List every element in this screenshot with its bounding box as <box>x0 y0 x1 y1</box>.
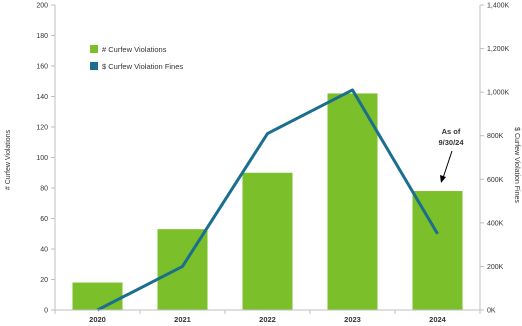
bar-2023 <box>327 93 378 310</box>
right-axis-title: $ Curfew Violation Fines <box>513 127 520 203</box>
left-tick-label: 20 <box>40 277 48 284</box>
left-tick-label: 180 <box>36 33 48 40</box>
right-tick-label: 200K <box>487 264 504 271</box>
left-tick-label: 80 <box>40 186 48 193</box>
annotation-as-of: As of 9/30/24 <box>438 127 464 183</box>
right-tick-label: 1,200K <box>487 46 510 53</box>
annotation-line-1: As of <box>442 127 461 136</box>
legend: # Curfew Violations $ Curfew Violation F… <box>90 45 183 71</box>
legend-label-fines: $ Curfew Violation Fines <box>102 62 183 71</box>
x-axis: 2020 2021 2022 2023 2024 <box>54 309 481 324</box>
x-tick-label: 2024 <box>429 315 447 324</box>
left-tick-label: 120 <box>36 125 48 132</box>
left-tick-label: 0 <box>44 308 48 315</box>
left-axis: 0 20 40 60 80 100 120 140 160 180 200 <box>36 3 56 315</box>
right-axis: 0K 200K 400K 600K 800K 1,000K 1,200K 1,400K <box>479 3 510 315</box>
legend-swatch-violations <box>90 45 98 53</box>
bar-series <box>72 93 463 310</box>
x-tick-label: 2020 <box>89 315 106 324</box>
x-tick-label: 2023 <box>344 315 361 324</box>
annotation-arrowhead <box>440 175 446 183</box>
annotation-line-2: 9/30/24 <box>438 138 464 147</box>
left-tick-label: 200 <box>36 3 48 10</box>
left-tick-label: 100 <box>36 155 48 162</box>
right-tick-label: 400K <box>487 220 504 227</box>
annotation-arrow <box>442 150 453 179</box>
left-axis-title: # Curfew Violations <box>5 129 12 190</box>
left-tick-label: 160 <box>36 64 48 71</box>
x-tick-label: 2022 <box>259 315 276 324</box>
x-tick-label: 2021 <box>174 315 191 324</box>
fines-point-2023 <box>352 89 353 91</box>
right-tick-label: 0K <box>487 308 496 315</box>
bar-2020 <box>72 282 123 310</box>
left-tick-label: 40 <box>40 247 48 254</box>
bar-2022 <box>242 172 293 310</box>
right-tick-label: 1,400K <box>487 3 510 10</box>
fines-point-2021 <box>182 265 183 267</box>
right-tick-label: 600K <box>487 177 504 184</box>
fines-point-2022 <box>267 133 268 135</box>
bar-2024 <box>412 191 463 310</box>
fines-point-2024 <box>437 233 438 235</box>
left-tick-label: 140 <box>36 94 48 101</box>
legend-swatch-fines <box>90 62 98 70</box>
legend-label-violations: # Curfew Violations <box>102 45 167 54</box>
right-tick-label: 1,000K <box>487 90 510 97</box>
right-tick-label: 800K <box>487 133 504 140</box>
left-tick-label: 60 <box>40 216 48 223</box>
